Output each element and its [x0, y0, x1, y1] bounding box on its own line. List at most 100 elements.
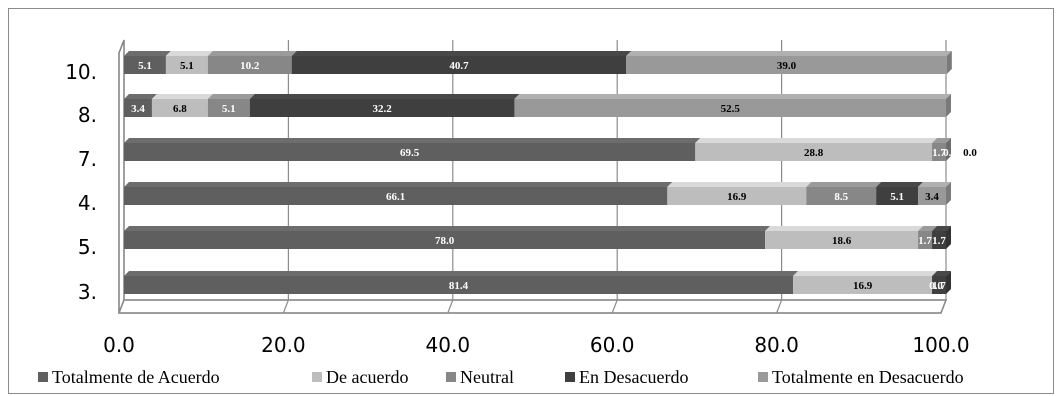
floor [117, 299, 948, 314]
data-label: 69.5 [400, 147, 420, 159]
bar-segment-top [165, 51, 213, 56]
x-tick-label: 0.0 [103, 333, 135, 357]
data-label: 18.6 [832, 235, 852, 247]
data-label: 5.1 [138, 60, 152, 72]
legend-swatch [565, 372, 575, 382]
bar-segment [876, 187, 919, 205]
category-label: 4. [78, 191, 97, 215]
bar-segment-top [124, 94, 157, 99]
bar-segment [932, 143, 946, 161]
bar-segment [124, 56, 166, 74]
bar-segment-top [918, 226, 938, 231]
data-label: 10.2 [240, 60, 260, 72]
data-label: 1.7 [932, 280, 946, 292]
data-label: 5.1 [222, 103, 236, 115]
category-label: 8. [78, 103, 97, 127]
category-label: 5. [78, 235, 97, 259]
x-tick-label: 60.0 [590, 333, 635, 357]
chart-frame [8, 8, 1054, 394]
bar-segment [918, 187, 946, 205]
data-label: 0.0 [963, 147, 977, 159]
data-label: 52.5 [721, 103, 741, 115]
bar-segment [626, 56, 947, 74]
bar-segment-top [124, 138, 701, 143]
data-label: 5.1 [180, 60, 194, 72]
legend: Totalmente de Acuerdo De acuerdo Neutral En… [38, 367, 964, 387]
data-label: 40.7 [449, 60, 469, 72]
bar-segment [207, 99, 250, 117]
bar-segment [249, 99, 515, 117]
gridline [282, 299, 289, 314]
category-label: 10. [65, 60, 97, 84]
category-label: 3. [78, 280, 97, 304]
bar-segment [124, 99, 152, 117]
data-label: 81.4 [449, 280, 469, 292]
legend-label: Totalmente de Acuerdo [52, 367, 220, 387]
bar-segment [514, 99, 946, 117]
bar-segment [124, 276, 794, 294]
bar-end-face [946, 51, 952, 74]
bar-segment-top [207, 94, 255, 99]
data-label: 66.1 [386, 191, 405, 203]
bar-segment [793, 276, 933, 294]
bar-end-face [946, 271, 951, 294]
gridline [776, 299, 783, 314]
bar-segment-top [932, 271, 951, 276]
left-wall [118, 39, 125, 314]
legend-swatch [446, 372, 456, 382]
bar-segment-top [806, 182, 882, 187]
data-labels: 5.1 5.1 10.2 40.7 39.0 3.4 6.8 5.1 32.2 52.5 69.5 2… [131, 60, 977, 292]
bar-segment-top [765, 226, 924, 231]
bar-segment-top [124, 271, 799, 276]
legend-label: En Desacuerdo [579, 367, 688, 387]
x-tick-label: 20.0 [261, 333, 306, 357]
bar-segment-top [793, 271, 938, 276]
legend-label: Neutral [460, 367, 514, 387]
bar-segment-top [124, 182, 673, 187]
bar-segment-top [918, 182, 951, 187]
bar-segment [165, 56, 208, 74]
x-tick-label: 80.0 [754, 333, 799, 357]
bar-segment-top [151, 94, 213, 99]
legend-swatch [312, 372, 322, 382]
bar-segment [932, 231, 946, 249]
data-label: 1.7 [932, 147, 946, 159]
data-label: 0.0 [943, 147, 957, 159]
category-label: 7. [78, 147, 97, 171]
gridlines [118, 40, 947, 314]
legend-swatch [38, 372, 48, 382]
bar-segment-top [514, 94, 951, 99]
gridline [611, 299, 618, 314]
bar-segment [932, 276, 946, 294]
bar-segment-top [207, 51, 297, 56]
bar-segment-top [124, 51, 171, 56]
bar-segment-top [932, 226, 951, 231]
x-tick-label: 40.0 [426, 333, 471, 357]
bar-segment-top [667, 182, 812, 187]
bar-segment-top [626, 51, 952, 56]
bar-end-face [946, 182, 951, 205]
bar-end-face [946, 94, 951, 117]
bar-segment [695, 143, 933, 161]
bar-segment [918, 231, 933, 249]
x-tick-label: 100.0 [912, 333, 969, 357]
bar-segment [151, 99, 208, 117]
bar-segment-top [695, 138, 938, 143]
data-label: 6.8 [173, 103, 187, 115]
data-label: 3.4 [131, 103, 145, 115]
legend-swatch [758, 372, 768, 382]
data-label: 5.1 [890, 191, 904, 203]
bar-end-face [946, 138, 951, 161]
data-label: 1.7 [932, 235, 946, 247]
data-label: 8.5 [834, 191, 848, 203]
gridline [118, 299, 125, 314]
bar-segment-top [291, 51, 632, 56]
bar-segment-top [932, 138, 951, 143]
data-label: 16.9 [727, 191, 747, 203]
legend-label: Totalmente en Desacuerdo [772, 367, 964, 387]
bar-segment [124, 231, 766, 249]
bar-segment [667, 187, 807, 205]
bar-segment-top [876, 182, 924, 187]
bar-segment [765, 231, 919, 249]
bar-segment [806, 187, 877, 205]
